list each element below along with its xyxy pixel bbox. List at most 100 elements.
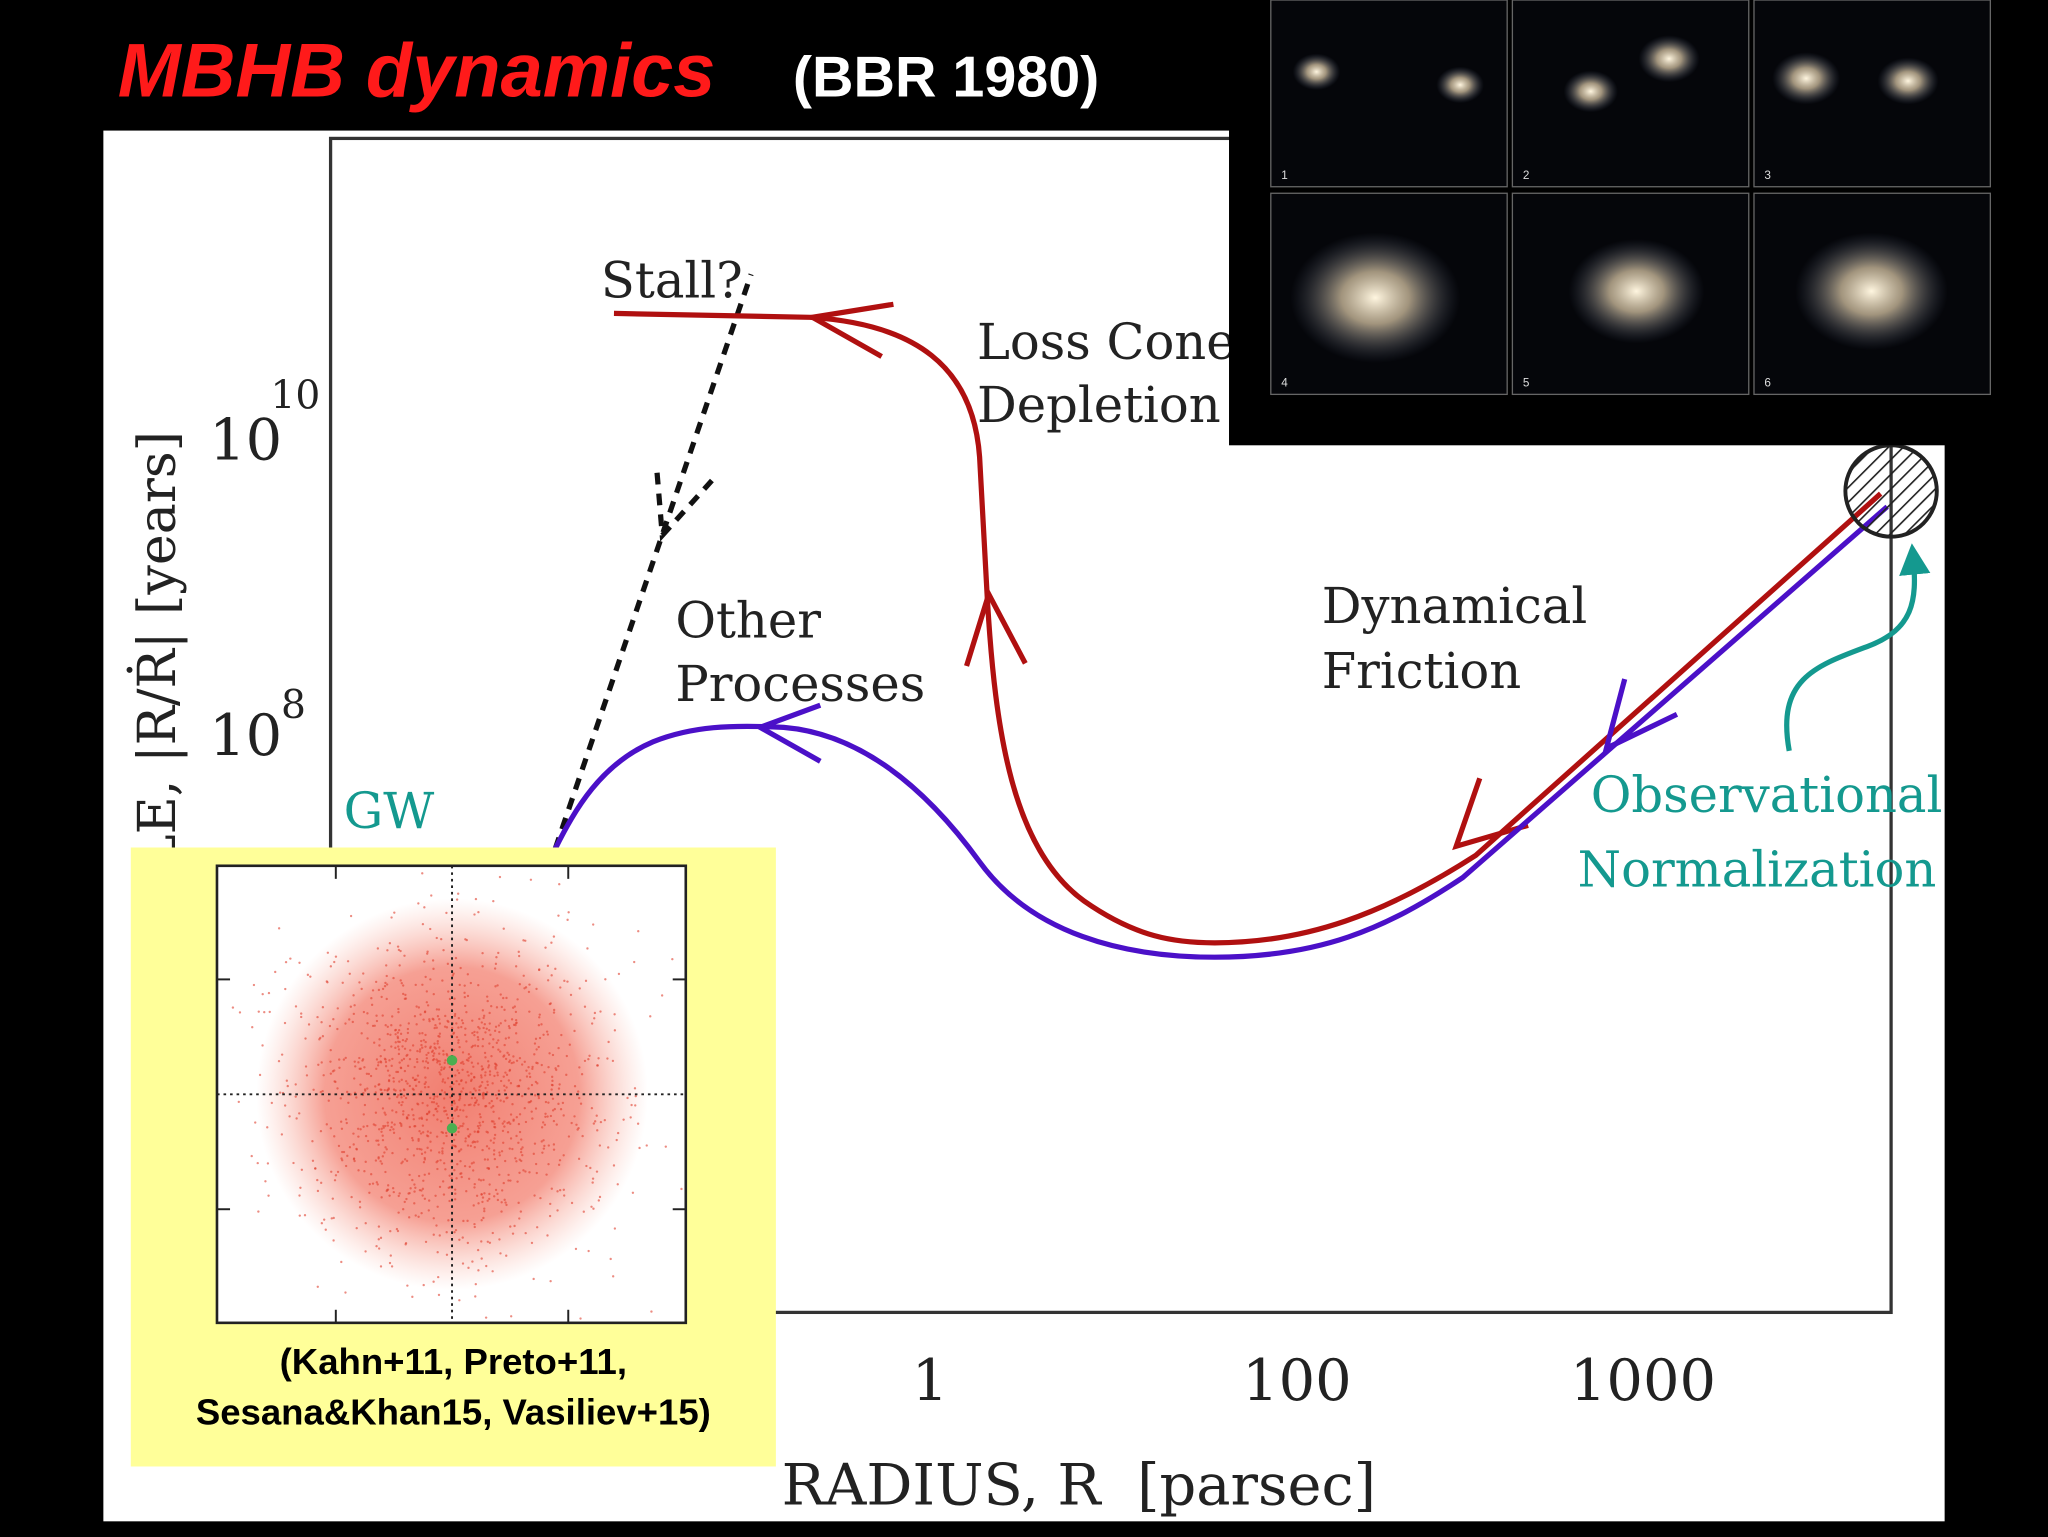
particle — [530, 1083, 534, 1087]
particle — [326, 981, 329, 984]
particle — [432, 1280, 435, 1283]
particle — [477, 1038, 480, 1041]
particle — [381, 1014, 384, 1017]
particle — [402, 1094, 406, 1097]
particle — [477, 910, 480, 914]
particle — [435, 1135, 439, 1138]
particle — [375, 1014, 378, 1017]
panel-number: 3 — [1764, 169, 1771, 182]
particle — [414, 1214, 417, 1217]
particle — [570, 1201, 574, 1205]
particle — [485, 1264, 488, 1268]
particle — [476, 1031, 479, 1034]
particle — [578, 987, 581, 990]
particle — [358, 1206, 362, 1209]
particle — [330, 1170, 333, 1173]
particle — [425, 1053, 428, 1057]
red-track — [613, 310, 1883, 946]
particle — [451, 1117, 454, 1120]
particle — [420, 1043, 423, 1047]
particle — [515, 1115, 518, 1119]
particle — [412, 1114, 415, 1117]
particle — [516, 1085, 519, 1088]
particle — [498, 1151, 501, 1154]
particle — [442, 1193, 446, 1196]
particle — [558, 1188, 562, 1192]
particle — [554, 967, 557, 970]
particle — [574, 1247, 578, 1251]
particle — [372, 1123, 375, 1126]
particle — [470, 1078, 473, 1081]
particle — [637, 930, 640, 933]
particle — [440, 1120, 443, 1123]
particle — [617, 972, 621, 976]
particle — [490, 1004, 493, 1008]
particle — [476, 1044, 480, 1048]
particle — [388, 1074, 391, 1077]
particle — [428, 1199, 431, 1202]
particle — [504, 1037, 508, 1040]
particle — [466, 1241, 470, 1245]
particle — [482, 1216, 485, 1220]
particle — [512, 1119, 515, 1122]
blue-arrowhead — [1602, 678, 1679, 754]
particle — [257, 1010, 260, 1013]
particle — [497, 1039, 500, 1042]
particle — [599, 1010, 602, 1013]
particle — [393, 1123, 396, 1126]
particle — [493, 1195, 496, 1198]
particle — [377, 1128, 381, 1131]
particle — [409, 1049, 412, 1052]
particle — [388, 942, 392, 945]
particle — [633, 960, 636, 964]
particle — [486, 999, 489, 1003]
galaxy — [1290, 232, 1461, 364]
particle — [590, 1205, 593, 1208]
y-tick-base: 10 — [209, 407, 282, 474]
particle — [529, 1100, 533, 1103]
particle — [487, 1066, 490, 1069]
particle — [518, 1130, 522, 1134]
particle — [498, 1030, 501, 1034]
particle — [567, 911, 570, 914]
particle — [377, 1238, 380, 1241]
particle — [285, 1079, 289, 1082]
particle — [409, 1187, 412, 1190]
particle — [473, 913, 476, 916]
particle — [426, 1061, 430, 1065]
particle — [256, 1161, 259, 1165]
particle — [593, 1120, 597, 1123]
particle — [448, 1185, 452, 1189]
particle — [512, 1055, 515, 1058]
particle — [420, 1039, 423, 1043]
particle — [463, 1103, 466, 1107]
particle — [412, 1118, 415, 1121]
particle — [289, 957, 292, 960]
particle — [458, 1045, 461, 1049]
particle — [481, 1009, 485, 1012]
particle — [542, 1139, 545, 1142]
panel-number: 5 — [1523, 377, 1530, 390]
particle — [475, 1099, 479, 1102]
particle — [561, 1101, 565, 1105]
particle — [553, 1107, 556, 1111]
particle — [311, 1159, 315, 1162]
particle — [508, 1147, 511, 1150]
particle — [352, 994, 355, 997]
particle — [357, 1061, 360, 1064]
particle — [418, 1117, 421, 1120]
particle — [428, 1020, 431, 1023]
particle — [438, 1071, 441, 1074]
particle — [400, 1124, 403, 1128]
particle — [473, 1044, 477, 1047]
annotation: Processes — [675, 655, 925, 713]
particle — [357, 1169, 360, 1172]
particle — [386, 1069, 390, 1072]
particle — [488, 1022, 491, 1025]
particle — [481, 1037, 485, 1041]
particle — [516, 1180, 519, 1183]
particle — [473, 1222, 476, 1226]
particle — [528, 983, 531, 986]
particle — [376, 1183, 379, 1186]
particle — [515, 1059, 519, 1062]
